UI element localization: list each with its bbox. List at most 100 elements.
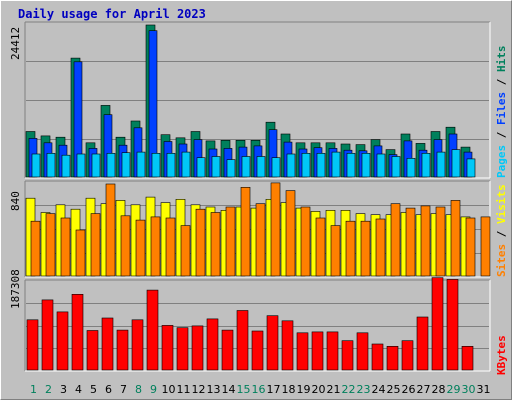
right-label-part: Hits: [495, 46, 508, 73]
bar-pages-day-17: [271, 157, 281, 178]
bar-sites-day-25: [390, 203, 401, 277]
right-label-part: /: [495, 72, 508, 92]
bar-pages-day-18: [286, 153, 296, 178]
max-label-kbytes: 187308: [9, 269, 22, 309]
x-tick-label-day-14: 14: [222, 383, 236, 396]
bar-pages-day-4: [76, 153, 86, 178]
x-tick-label-day-17: 17: [267, 383, 281, 396]
bar-sites-day-2: [45, 213, 56, 277]
right-label-part: /: [495, 224, 508, 244]
x-tick-label-day-25: 25: [387, 383, 401, 396]
bar-pages-day-1: [31, 153, 41, 178]
bar-sites-day-10: [165, 217, 176, 277]
x-tick-label-day-3: 3: [60, 383, 67, 396]
bar-sites-day-16: [255, 203, 266, 277]
bar-sites-day-17: [270, 182, 281, 277]
bar-pages-day-28: [436, 151, 446, 178]
bar-sites-day-11: [180, 225, 191, 277]
bar-sites-day-29: [450, 200, 461, 277]
x-tick-label-day-18: 18: [282, 383, 296, 396]
x-tick-label-day-26: 26: [402, 383, 416, 396]
bar-pages-day-22: [346, 153, 356, 178]
right-label-part: KBytes: [495, 335, 508, 375]
bar-sites-day-15: [240, 187, 251, 277]
bar-pages-day-21: [331, 151, 341, 178]
x-tick-label-day-10: 10: [162, 383, 176, 396]
bar-pages-day-8: [136, 151, 146, 178]
x-tick-label-day-31: 31: [477, 383, 491, 396]
bar-sites-day-12: [195, 208, 206, 277]
x-tick-label-day-28: 28: [432, 383, 446, 396]
bar-pages-day-3: [61, 154, 71, 178]
bar-sites-day-24: [375, 218, 386, 277]
bar-pages-day-12: [196, 157, 206, 178]
chart-title: Daily usage for April 2023: [18, 7, 206, 21]
bar-kbytes-day-16: [251, 330, 264, 371]
bar-kbytes-day-2: [41, 299, 54, 371]
bar-pages-day-24: [376, 153, 386, 178]
right-label-part: Sites: [495, 244, 508, 277]
bar-sites-day-21: [330, 225, 341, 277]
bar-sites-day-23: [360, 220, 371, 277]
x-tick-label-day-2: 2: [45, 383, 52, 396]
bar-sites-day-22: [345, 220, 356, 277]
bar-sites-day-3: [60, 217, 71, 277]
bar-sites-day-28: [435, 206, 446, 277]
bar-kbytes-day-18: [281, 320, 294, 371]
right-label-part: Pages: [495, 145, 508, 178]
bar-pages-day-10: [166, 153, 176, 178]
bar-pages-day-9: [151, 153, 161, 178]
bar-kbytes-day-24: [371, 343, 384, 371]
bar-pages-day-5: [91, 153, 101, 178]
bar-pages-day-23: [361, 153, 371, 178]
bar-sites-day-31: [480, 216, 491, 277]
x-tick-label-day-6: 6: [105, 383, 112, 396]
bar-sites-day-1: [30, 220, 41, 277]
x-tick-label-day-19: 19: [297, 383, 311, 396]
bar-kbytes-day-12: [191, 325, 204, 371]
bar-kbytes-day-28: [431, 277, 444, 371]
x-tick-label-day-4: 4: [75, 383, 82, 396]
bar-pages-day-29: [451, 149, 461, 178]
x-tick-label-day-16: 16: [252, 383, 266, 396]
bar-pages-day-30: [466, 158, 476, 178]
x-tick-label-day-21: 21: [327, 383, 341, 396]
bar-sites-day-7: [120, 215, 131, 277]
chart-marks: [25, 24, 491, 371]
bar-kbytes-day-4: [71, 293, 84, 371]
bar-kbytes-day-11: [176, 327, 189, 371]
x-tick-label-day-9: 9: [150, 383, 157, 396]
bar-pages-day-20: [316, 153, 326, 178]
bar-kbytes-day-26: [401, 340, 414, 371]
bar-kbytes-day-17: [266, 315, 279, 371]
bar-pages-day-26: [406, 158, 416, 178]
bar-kbytes-day-25: [386, 345, 399, 371]
max-label-visits_sites: 840: [9, 191, 22, 211]
bar-pages-day-14: [226, 159, 236, 178]
bar-kbytes-day-10: [161, 325, 174, 371]
x-tick-label-day-20: 20: [312, 383, 326, 396]
bar-kbytes-day-15: [236, 310, 249, 371]
x-tick-label-day-13: 13: [207, 383, 221, 396]
right-side-labels: Pages / Files / Hits Sites / Visits KBytes: [495, 46, 508, 376]
bar-sites-day-9: [150, 216, 161, 277]
right-label-part: Files: [495, 92, 508, 125]
bar-sites-day-27: [420, 205, 431, 277]
bar-sites-day-5: [90, 213, 101, 277]
bar-sites-day-30: [465, 217, 476, 277]
bar-sites-day-26: [405, 207, 416, 277]
bar-pages-day-6: [106, 153, 116, 178]
bar-kbytes-day-14: [221, 329, 234, 371]
x-tick-label-day-7: 7: [120, 383, 127, 396]
x-tick-label-day-5: 5: [90, 383, 97, 396]
x-tick-label-day-22: 22: [342, 383, 356, 396]
x-tick-label-day-30: 30: [462, 383, 476, 396]
bar-kbytes-day-1: [26, 319, 39, 371]
x-tick-label-day-8: 8: [135, 383, 142, 396]
bar-kbytes-day-9: [146, 289, 159, 371]
x-tick-label-day-11: 11: [177, 383, 191, 396]
x-tick-label-day-24: 24: [372, 383, 386, 396]
bar-kbytes-day-30: [461, 345, 474, 371]
max-label-hits_files_pages: 24412: [9, 27, 22, 60]
